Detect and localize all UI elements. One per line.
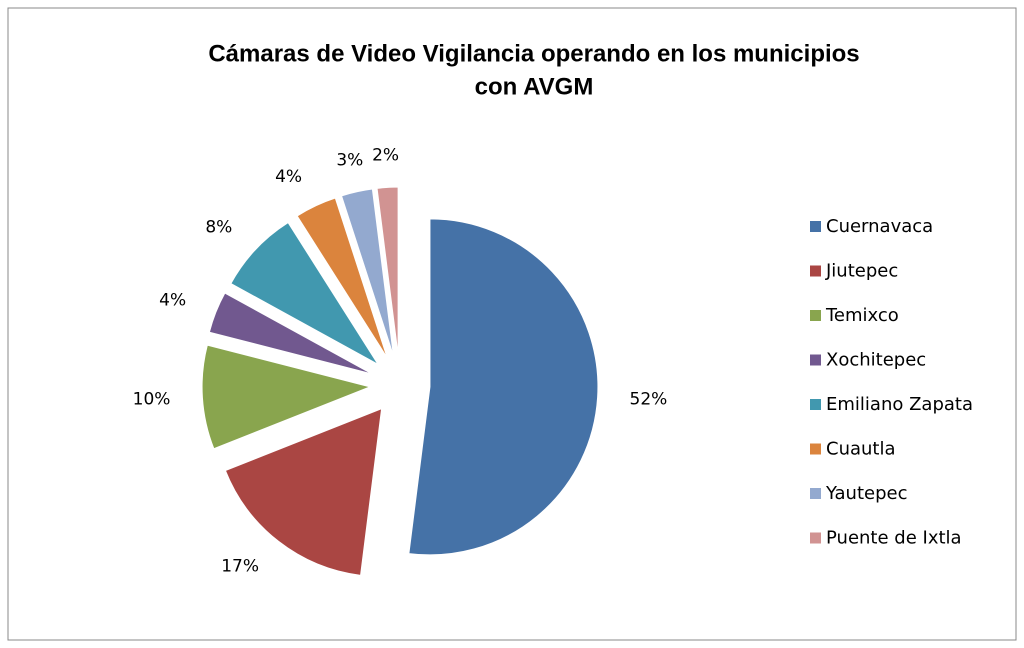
data-label: 17% — [221, 557, 259, 577]
legend-label: Xochitepec — [826, 350, 926, 371]
data-label: 10% — [133, 389, 171, 409]
legend-swatch — [810, 532, 821, 544]
legend-label: Temixco — [825, 305, 899, 326]
legend-label: Cuernavaca — [826, 216, 933, 237]
legend-label: Cuautla — [826, 439, 896, 460]
pie-slice — [408, 218, 599, 556]
legend-swatch — [810, 399, 821, 410]
pie-slice — [340, 188, 394, 356]
data-label: 2% — [372, 145, 399, 165]
legend-swatch — [810, 488, 821, 499]
legend-label: Jiutepec — [825, 261, 898, 282]
legend-swatch — [810, 310, 821, 321]
pie-slice — [230, 221, 379, 365]
data-label: 52% — [630, 389, 668, 409]
pie-slice — [296, 197, 388, 359]
pie-slice — [208, 292, 373, 375]
data-label: 8% — [205, 218, 232, 238]
chart-title: Cámaras de Video Vigilancia operando en … — [208, 40, 859, 67]
legend-label: Yautepec — [825, 483, 907, 504]
legend-swatch — [810, 265, 821, 277]
data-label: 4% — [275, 167, 302, 187]
legend-swatch — [810, 443, 821, 455]
pie-slice — [201, 344, 372, 450]
legend-label: Emiliano Zapata — [826, 394, 973, 415]
data-label: 4% — [159, 290, 186, 310]
chart-title: con AVGM — [475, 73, 594, 100]
legend-swatch — [810, 354, 821, 366]
pie-slice — [224, 407, 383, 576]
legend-label: Puente de Ixtla — [826, 528, 962, 549]
pie-slice — [376, 186, 399, 356]
data-label: 3% — [336, 151, 363, 171]
legend-swatch — [810, 221, 821, 232]
